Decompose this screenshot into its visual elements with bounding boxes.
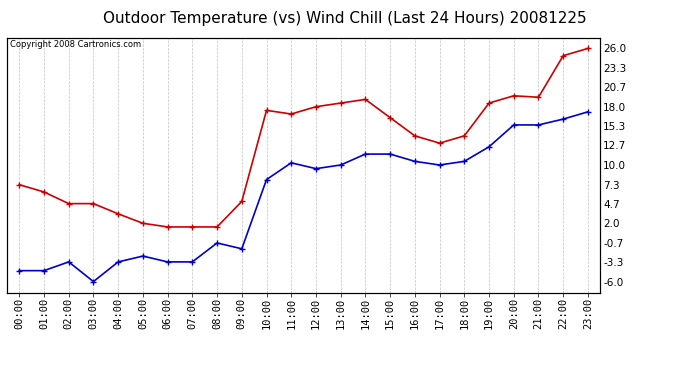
Text: Outdoor Temperature (vs) Wind Chill (Last 24 Hours) 20081225: Outdoor Temperature (vs) Wind Chill (Las…	[104, 11, 586, 26]
Text: Copyright 2008 Cartronics.com: Copyright 2008 Cartronics.com	[10, 40, 141, 49]
